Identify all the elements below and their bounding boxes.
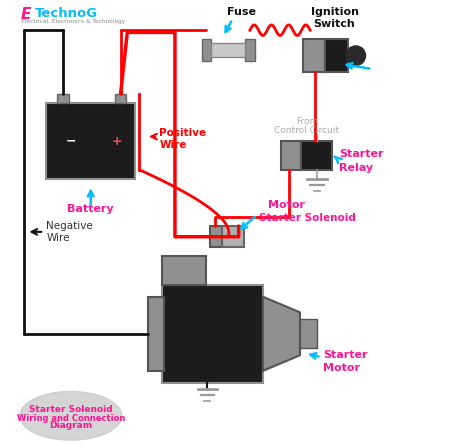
Text: Electrical, Electronics & Technology: Electrical, Electronics & Technology [21,19,125,24]
Text: From: From [296,117,318,126]
Text: Fuse: Fuse [227,7,256,17]
Bar [245,39,255,61]
Text: Diagram: Diagram [49,421,92,430]
Text: Battery: Battery [67,204,114,214]
Circle shape [346,46,365,66]
Bar [115,94,126,103]
Text: Negative
Wire: Negative Wire [46,221,93,243]
Text: Motor: Motor [323,363,360,372]
Bar [325,39,348,72]
Bar [300,319,317,348]
Bar [301,141,332,170]
Text: E: E [21,7,31,22]
Text: Wiring and Connection: Wiring and Connection [17,413,125,422]
Text: −: − [65,135,76,148]
Bar [303,39,325,72]
Bar [222,226,244,248]
Bar [210,226,222,248]
Ellipse shape [20,392,122,440]
Text: Control Circuit: Control Circuit [274,126,339,135]
Text: Switch: Switch [314,19,356,29]
Text: Starter: Starter [339,149,383,159]
Text: TechnoG: TechnoG [36,7,99,20]
Bar [148,297,164,371]
Text: Motor: Motor [268,200,305,211]
Bar [282,141,301,170]
Text: Starter Solenoid: Starter Solenoid [259,213,356,223]
Bar [162,285,263,383]
Text: Ignition: Ignition [310,7,358,17]
Bar [201,39,211,61]
Bar [46,103,135,179]
Polygon shape [263,297,300,371]
Text: Relay: Relay [339,163,373,173]
Bar [57,94,69,103]
Text: +: + [112,135,123,148]
Text: Starter Solenoid: Starter Solenoid [29,405,113,413]
Text: Positive
Wire: Positive Wire [159,128,207,149]
Text: Starter: Starter [323,350,368,360]
Bar [162,256,206,285]
Bar [211,43,245,57]
